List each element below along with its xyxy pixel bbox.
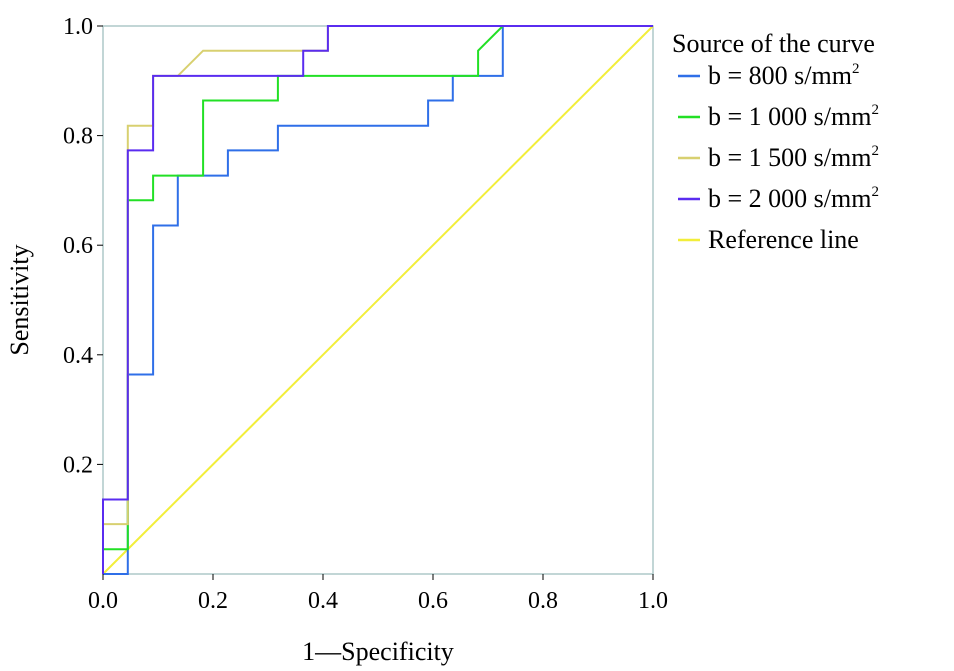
y-axis-title: Sensitivity [5,244,34,355]
y-tick-label: 0.8 [63,124,93,150]
legend-label: b = 2 000 s/mm2 [708,184,879,213]
series-line-b-2-000-s-mm [102,25,653,574]
y-tick-label: 0.6 [63,233,93,259]
series-line-reference-line [102,25,654,575]
legend-label-main: b = 1 500 s/mm [708,143,871,172]
x-tick-label: 0.4 [308,588,338,614]
legend-label: Reference line [708,225,859,254]
legend-label-superscript: 2 [871,143,879,159]
x-axis-title: 1—Specificity [302,637,454,666]
x-tick-label: 0.2 [198,588,228,614]
curves-group [102,25,654,575]
x-tick-label: 0.8 [528,588,558,614]
x-tick-label: 0.0 [88,588,118,614]
legend-label-main: b = 1 000 s/mm [708,102,871,131]
legend-label-main: b = 2 000 s/mm [708,184,871,213]
legend-label-superscript: 2 [852,61,860,77]
axis-ticks-group: 0.0 0.2 0.4 0.6 0.8 1.0 0.2 0.4 0.6 0.8 1.0 [63,14,668,614]
y-tick-label: 0.2 [63,452,93,478]
legend-label-main: b = 800 s/mm [708,61,852,90]
legend-label-superscript: 2 [871,102,879,118]
legend-label: b = 1 500 s/mm2 [708,143,879,172]
x-tick-label: 1.0 [638,588,668,614]
legend-label-main: Reference line [708,225,859,254]
legend-label: b = 1 000 s/mm2 [708,102,879,131]
legend-title: Source of the curve [672,29,875,58]
x-tick-label: 0.6 [418,588,448,614]
y-tick-label: 0.4 [63,343,93,369]
legend-label: b = 800 s/mm2 [708,61,859,90]
y-tick-label: 1.0 [63,14,93,40]
legend-label-superscript: 2 [871,184,879,200]
